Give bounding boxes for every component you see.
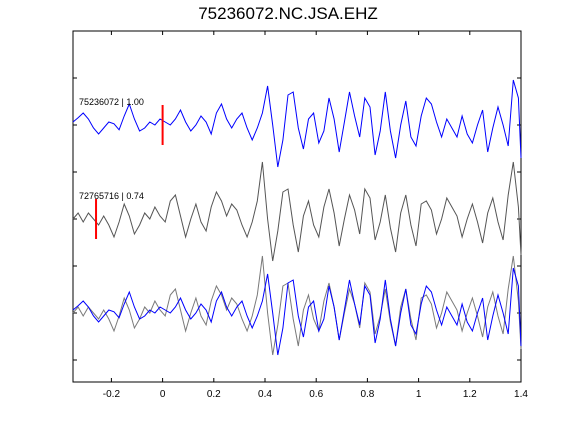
overlay-trace-match — [72, 255, 522, 356]
waveform-trace-reference — [72, 79, 522, 168]
x-tick-label: 0 — [160, 389, 166, 400]
chart-title: 75236072.NC.JSA.EHZ — [198, 4, 378, 23]
overlay-trace-reference — [72, 267, 522, 356]
x-tick-label: 0.6 — [309, 389, 323, 400]
x-tick-label: 1 — [416, 389, 422, 400]
x-axis: -0.2 0 0.2 0.4 0.6 0.8 1 1.2 1.4 — [103, 31, 528, 400]
y-tick-marks — [73, 77, 521, 361]
x-tick-label: 0.2 — [207, 389, 221, 400]
x-tick-label: 0.4 — [258, 389, 272, 400]
trace-label: 72765716 | 0.74 — [79, 191, 144, 201]
x-tick-label: 1.2 — [463, 389, 477, 400]
trace-label: 75236072 | 1.00 — [79, 97, 144, 107]
waveform-traces: 75236072 | 1.00 72765716 | 0.74 — [72, 79, 522, 356]
x-tick-label: 1.4 — [514, 389, 528, 400]
waveform-trace-match — [72, 161, 522, 262]
plot-frame — [72, 30, 522, 383]
x-tick-label: 0.8 — [360, 389, 374, 400]
x-tick-label: -0.2 — [103, 389, 121, 400]
